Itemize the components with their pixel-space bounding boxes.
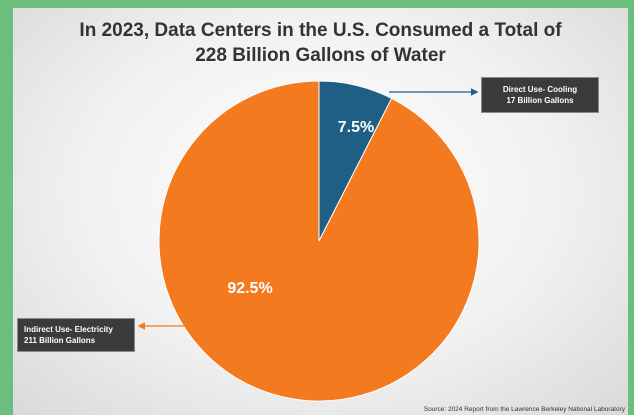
callout-indirect-use-line-2: 211 Billion Gallons bbox=[24, 336, 96, 345]
pie-chart: 7.5% 92.5% bbox=[137, 80, 480, 402]
callout-direct-use: Direct Use- Cooling 17 Billion Gallons bbox=[481, 77, 599, 113]
chart-title-line-1: In 2023, Data Centers in the U.S. Consum… bbox=[79, 20, 562, 41]
source-note: Source: 2024 Report from the Lawrence Be… bbox=[423, 406, 625, 413]
pie-slice-indirect-use bbox=[158, 80, 480, 402]
pie-label-indirect-use-pct: 92.5% bbox=[227, 280, 272, 297]
chart-title: In 2023, Data Centers in the U.S. Consum… bbox=[13, 18, 628, 68]
chart-card: In 2023, Data Centers in the U.S. Consum… bbox=[13, 8, 628, 415]
chart-title-line-2: 228 Billion Gallons of Water bbox=[195, 45, 446, 66]
pie-label-direct-use-pct: 7.5% bbox=[338, 119, 374, 136]
callout-direct-use-line-1: Direct Use- Cooling bbox=[502, 85, 578, 94]
callout-indirect-use-line-1: Indirect Use- Electricity bbox=[24, 325, 113, 334]
callout-direct-use-line-2: 17 Billion Gallons bbox=[506, 96, 574, 105]
callout-indirect-use: Indirect Use- Electricity 211 Billion Ga… bbox=[17, 318, 135, 352]
